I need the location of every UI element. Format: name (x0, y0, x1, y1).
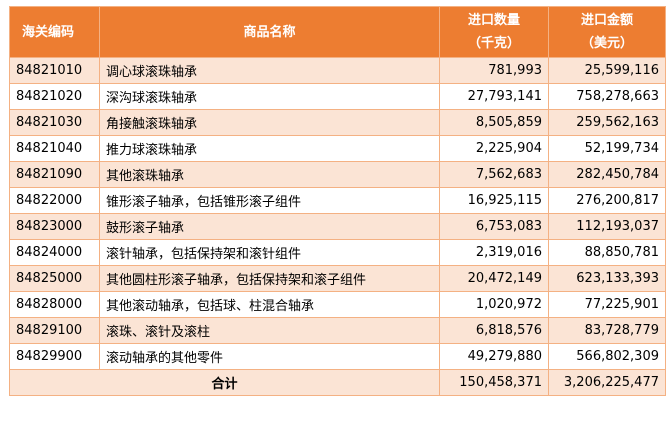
product-name-cell: 鼓形滚子轴承 (99, 213, 440, 240)
product-name-cell: 角接触滚珠轴承 (99, 109, 440, 136)
table-body: 84821010 调心球滚珠轴承 781,993 25,599,116 84821020… (9, 57, 666, 370)
table-row: 84821020 深沟球滚珠轴承 27,793,141 758,278,663 (9, 83, 666, 110)
import-quantity-cell: 16,925,115 (439, 187, 549, 214)
import-amount-cell: 623,133,393 (548, 265, 666, 292)
header-import-amount-unit: （美元） (580, 36, 633, 51)
import-quantity-cell: 7,562,683 (439, 161, 549, 188)
product-name-cell: 调心球滚珠轴承 (99, 57, 440, 84)
table-row: 84828000 其他滚动轴承，包括球、柱混合轴承 1,020,972 77,225,… (9, 291, 666, 318)
total-amount: 3,206,225,477 (548, 369, 666, 396)
header-product-name: 商品名称 (99, 6, 440, 58)
customs-code-cell: 84821020 (9, 83, 100, 110)
import-amount-cell: 758,278,663 (548, 83, 666, 110)
customs-code-cell: 84828000 (9, 291, 100, 318)
customs-code-cell: 84824000 (9, 239, 100, 266)
bearing-import-table: 海关编码 商品名称 进口数量 （千克） 进口金额 （美元） 84821010 调心… (9, 6, 666, 396)
import-quantity-cell: 6,753,083 (439, 213, 549, 240)
import-quantity-cell: 20,472,149 (439, 265, 549, 292)
product-name-cell: 其他滚珠轴承 (99, 161, 440, 188)
import-quantity-cell: 2,319,016 (439, 239, 549, 266)
product-name-cell: 滚珠、滚针及滚柱 (99, 317, 440, 344)
product-name-cell: 其他滚动轴承，包括球、柱混合轴承 (99, 291, 440, 318)
header-import-quantity-unit: （千克） (467, 36, 520, 51)
customs-code-cell: 84821010 (9, 57, 100, 84)
header-import-quantity: 进口数量 （千克） (439, 6, 549, 58)
product-name-cell: 滚针轴承，包括保持架和滚针组件 (99, 239, 440, 266)
product-name-cell: 深沟球滚珠轴承 (99, 83, 440, 110)
table-row: 84824000 滚针轴承，包括保持架和滚针组件 2,319,016 88,850,7… (9, 239, 666, 266)
table-header: 海关编码 商品名称 进口数量 （千克） 进口金额 （美元） (9, 6, 666, 58)
import-quantity-cell: 1,020,972 (439, 291, 549, 318)
import-amount-cell: 282,450,784 (548, 161, 666, 188)
header-customs-code: 海关编码 (9, 6, 100, 58)
table-row: 84825000 其他圆柱形滚子轴承，包括保持架和滚子组件 20,472,149 62… (9, 265, 666, 292)
header-row: 海关编码 商品名称 进口数量 （千克） 进口金额 （美元） (9, 6, 666, 58)
import-amount-cell: 25,599,116 (548, 57, 666, 84)
customs-code-cell: 84823000 (9, 213, 100, 240)
table-row: 84821090 其他滚珠轴承 7,562,683 282,450,784 (9, 161, 666, 188)
table-row: 84829900 滚动轴承的其他零件 49,279,880 566,802,309 (9, 343, 666, 370)
import-amount-cell: 112,193,037 (548, 213, 666, 240)
header-import-amount: 进口金额 （美元） (548, 6, 666, 58)
total-row: 合计 150,458,371 3,206,225,477 (9, 369, 666, 396)
table-row: 84821010 调心球滚珠轴承 781,993 25,599,116 (9, 57, 666, 84)
customs-code-cell: 84825000 (9, 265, 100, 292)
import-amount-cell: 276,200,817 (548, 187, 666, 214)
import-quantity-cell: 27,793,141 (439, 83, 549, 110)
table-row: 84823000 鼓形滚子轴承 6,753,083 112,193,037 (9, 213, 666, 240)
import-table-container: 海关编码 商品名称 进口数量 （千克） 进口金额 （美元） 84821010 调心… (9, 6, 666, 396)
header-import-quantity-title: 进口数量 (467, 13, 520, 28)
import-quantity-cell: 8,505,859 (439, 109, 549, 136)
customs-code-cell: 84829900 (9, 343, 100, 370)
import-amount-cell: 77,225,901 (548, 291, 666, 318)
customs-code-cell: 84822000 (9, 187, 100, 214)
customs-code-cell: 84829100 (9, 317, 100, 344)
product-name-cell: 推力球滚珠轴承 (99, 135, 440, 162)
table-footer: 合计 150,458,371 3,206,225,477 (9, 369, 666, 396)
product-name-cell: 滚动轴承的其他零件 (99, 343, 440, 370)
import-quantity-cell: 781,993 (439, 57, 549, 84)
import-quantity-cell: 49,279,880 (439, 343, 549, 370)
import-amount-cell: 52,199,734 (548, 135, 666, 162)
table-row: 84821030 角接触滚珠轴承 8,505,859 259,562,163 (9, 109, 666, 136)
header-import-amount-title: 进口金额 (580, 13, 633, 28)
table-row: 84822000 锥形滚子轴承，包括锥形滚子组件 16,925,115 276,200… (9, 187, 666, 214)
total-quantity: 150,458,371 (439, 369, 549, 396)
table-row: 84829100 滚珠、滚针及滚柱 6,818,576 83,728,779 (9, 317, 666, 344)
product-name-cell: 其他圆柱形滚子轴承，包括保持架和滚子组件 (99, 265, 440, 292)
customs-code-cell: 84821030 (9, 109, 100, 136)
table-row: 84821040 推力球滚珠轴承 2,225,904 52,199,734 (9, 135, 666, 162)
customs-code-cell: 84821040 (9, 135, 100, 162)
import-amount-cell: 566,802,309 (548, 343, 666, 370)
import-quantity-cell: 6,818,576 (439, 317, 549, 344)
import-amount-cell: 83,728,779 (548, 317, 666, 344)
import-quantity-cell: 2,225,904 (439, 135, 549, 162)
customs-code-cell: 84821090 (9, 161, 100, 188)
total-label: 合计 (9, 369, 440, 396)
import-amount-cell: 88,850,781 (548, 239, 666, 266)
import-amount-cell: 259,562,163 (548, 109, 666, 136)
product-name-cell: 锥形滚子轴承，包括锥形滚子组件 (99, 187, 440, 214)
